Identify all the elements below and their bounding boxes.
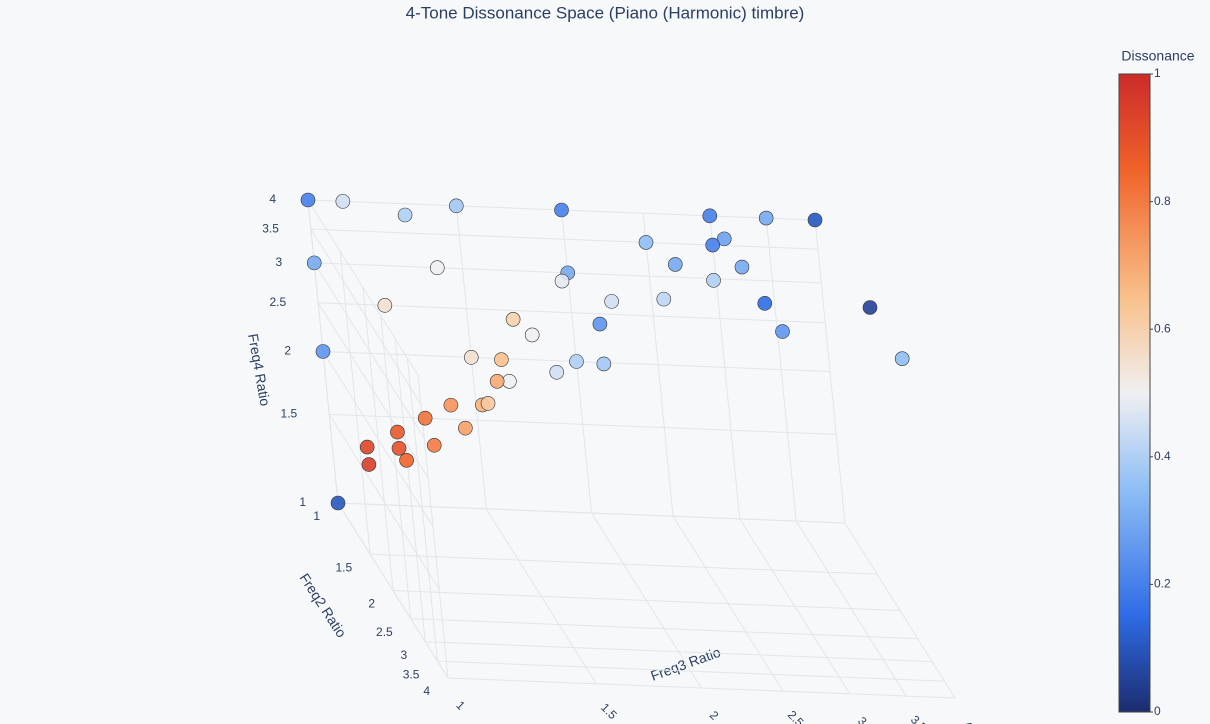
- grid-line: [417, 374, 449, 679]
- grid-line: [814, 219, 846, 524]
- grid-line: [765, 218, 797, 522]
- grid-line: [337, 502, 846, 524]
- point: [480, 396, 496, 411]
- point: [734, 259, 750, 275]
- colorbar-tick-label: 0.6: [1154, 321, 1171, 335]
- grid-line: [339, 251, 371, 555]
- z-tick-label: 3.5: [262, 221, 279, 235]
- grid-line: [362, 287, 394, 591]
- grid-line: [380, 315, 412, 619]
- grid-line: [642, 213, 674, 517]
- point: [569, 354, 584, 369]
- z-tick-label: 1: [299, 495, 306, 509]
- point: [554, 202, 569, 218]
- colorbar-title: Dissonance: [1121, 48, 1194, 64]
- point: [807, 212, 823, 228]
- y-tick-label: 1: [453, 698, 468, 713]
- point: [443, 397, 459, 413]
- colorbar-tick-label: 1: [1154, 66, 1161, 80]
- grid-line: [447, 677, 956, 699]
- point: [463, 350, 479, 365]
- point: [361, 457, 377, 472]
- colorbar-tick-label: 0: [1154, 704, 1161, 718]
- grid-line: [392, 590, 901, 611]
- colorbar-tick-label: 0.2: [1154, 577, 1171, 591]
- y-tick-label: 2.5: [785, 708, 807, 724]
- point: [448, 198, 464, 214]
- point: [306, 255, 322, 271]
- point: [391, 440, 407, 456]
- point: [429, 260, 445, 276]
- grid-line: [394, 338, 426, 642]
- point: [757, 296, 773, 311]
- y-tick-label: 3.5: [908, 713, 930, 724]
- y-tick-label: 1.5: [598, 700, 620, 722]
- z-tick-label: 2: [284, 344, 291, 358]
- x-tick-label: 3.5: [403, 667, 420, 681]
- grid-line: [437, 660, 945, 682]
- point: [705, 237, 720, 253]
- point: [716, 231, 732, 247]
- x-tick-label: 2.5: [376, 625, 393, 639]
- point: [390, 424, 405, 440]
- point: [397, 207, 413, 223]
- colorbar-tick-label: 0.4: [1154, 449, 1171, 463]
- point: [656, 291, 672, 307]
- point: [702, 208, 718, 224]
- z-axis-title: Freq4 Ratio: [245, 332, 273, 407]
- z-tick-label: 2.5: [269, 295, 286, 309]
- z-tick-label: 3: [276, 255, 283, 269]
- y-tick-label: 2: [707, 708, 722, 723]
- grid-line: [370, 553, 878, 575]
- point: [554, 273, 570, 289]
- point: [300, 192, 316, 208]
- x-tick-label: 1: [313, 509, 320, 523]
- z-tick-label: 4: [269, 192, 276, 206]
- z-tick-label: 1.5: [281, 407, 298, 421]
- point: [524, 327, 540, 343]
- point: [638, 235, 654, 250]
- point: [706, 273, 721, 288]
- point: [549, 364, 565, 380]
- x-tick-label: 3: [400, 648, 407, 662]
- x-axis-title: Freq2 Ratio: [296, 570, 349, 640]
- x-tick-label: 2: [368, 597, 375, 611]
- x-tick-label: 1.5: [335, 560, 352, 574]
- point: [592, 316, 608, 332]
- point: [417, 410, 433, 426]
- point: [505, 312, 521, 327]
- point: [359, 439, 375, 455]
- point: [315, 344, 331, 359]
- colorbar: [1118, 73, 1151, 713]
- colorbar-tick-label: 0.8: [1154, 194, 1171, 208]
- chart-title: 4-Tone Dissonance Space (Piano (Harmonic…: [406, 3, 805, 22]
- x-tick-label: 4: [423, 684, 430, 698]
- y-tick-label: 4: [960, 718, 975, 724]
- point: [894, 351, 910, 366]
- point: [775, 324, 790, 339]
- point: [596, 356, 612, 372]
- point: [494, 352, 509, 367]
- point: [489, 374, 505, 389]
- grid-line: [709, 215, 741, 519]
- grid-line: [410, 618, 918, 640]
- point: [330, 495, 346, 511]
- y-axis-title: Freq3 Ratio: [648, 644, 722, 684]
- grid-line: [406, 358, 438, 662]
- point: [377, 298, 393, 313]
- point: [458, 420, 473, 436]
- point: [399, 453, 414, 468]
- point: [426, 437, 442, 453]
- grid-line: [425, 641, 933, 663]
- point: [335, 194, 351, 209]
- point: [667, 257, 683, 272]
- point: [862, 300, 878, 315]
- point: [758, 210, 774, 226]
- y-tick-label: 3: [855, 714, 870, 724]
- point: [604, 294, 619, 309]
